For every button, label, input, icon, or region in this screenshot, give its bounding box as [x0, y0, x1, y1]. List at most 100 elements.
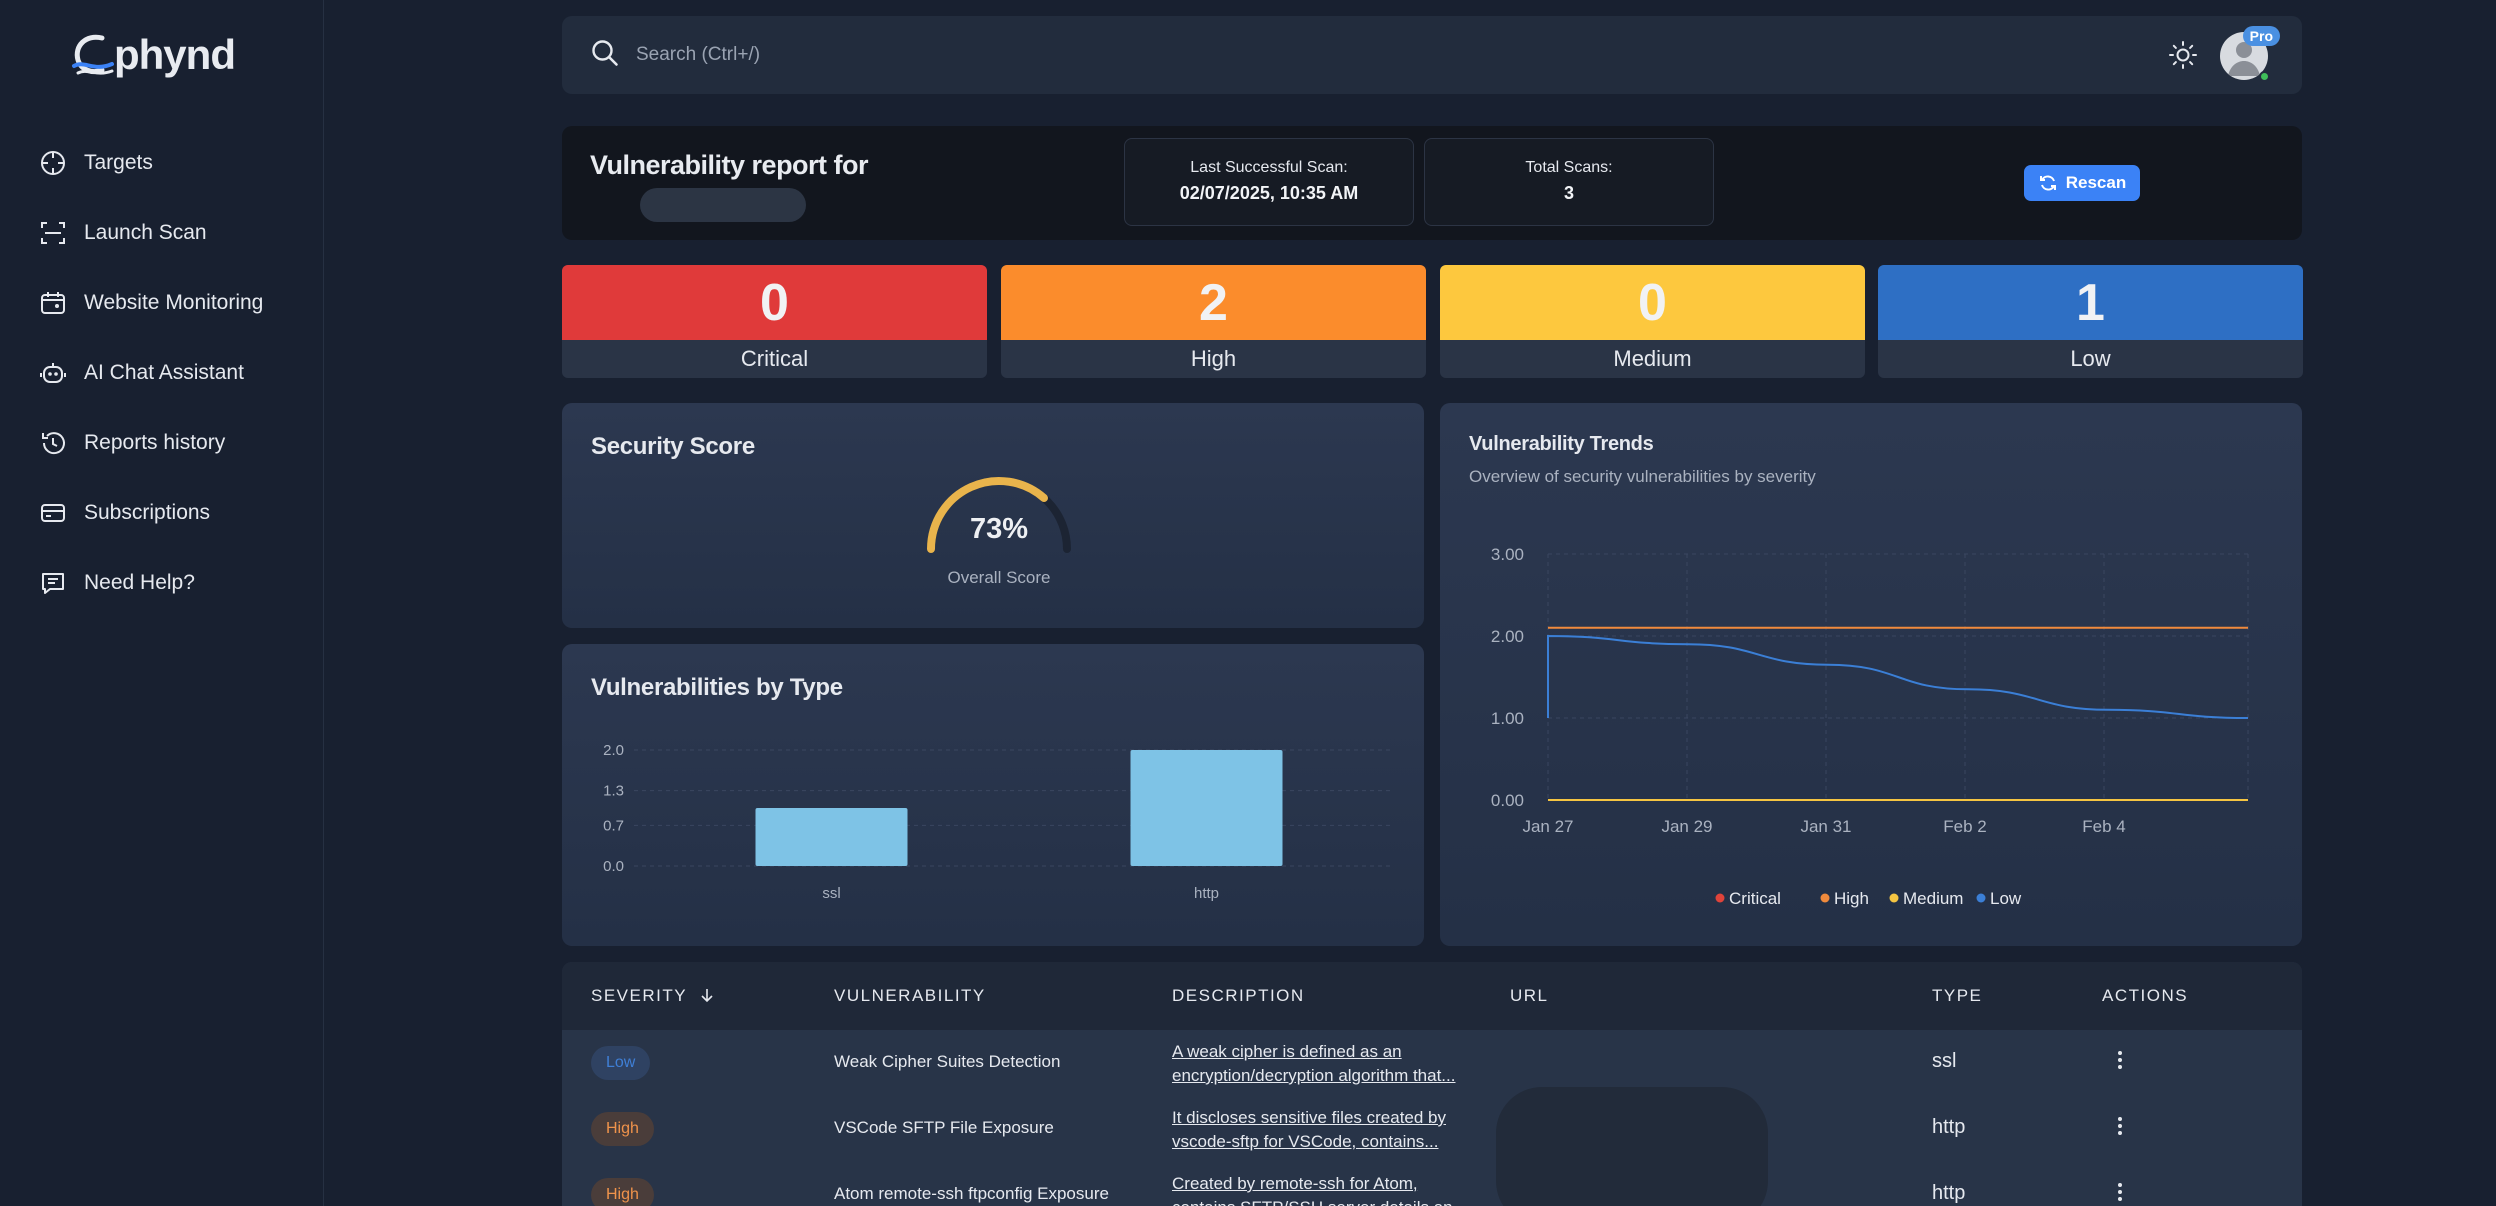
severity-card-top: 1 — [1878, 265, 2303, 340]
sidebar-nav: Targets Launch Scan Website Monitoring A… — [38, 128, 308, 618]
help-chat-icon — [38, 568, 68, 598]
sidebar-item-label: AI Chat Assistant — [84, 361, 244, 384]
logo-mark-icon — [72, 34, 114, 75]
logo-text: phynd — [114, 31, 236, 78]
security-score-title: Security Score — [591, 433, 755, 460]
sidebar-item-ai-chat-assistant[interactable]: AI Chat Assistant — [38, 338, 308, 408]
rescan-button[interactable]: Rescan — [2024, 165, 2140, 201]
crosshair-icon — [38, 148, 68, 178]
sidebar-item-launch-scan[interactable]: Launch Scan — [38, 198, 308, 268]
sidebar-item-subscriptions[interactable]: Subscriptions — [38, 478, 308, 548]
bar-x-tick-label: ssl — [822, 885, 840, 902]
vulnerability-trends-chart: 0.00 1.00 2.00 3.00 Jan 27 Jan 29 Jan 31 Feb 2 F… — [1491, 545, 2249, 908]
last-scan-box: Last Successful Scan: 02/07/2025, 10:35 … — [1124, 138, 1414, 226]
more-actions-icon[interactable] — [2108, 1180, 2132, 1204]
vulnerability-trends-panel: Vulnerability Trends Overview of securit… — [1440, 403, 2302, 946]
vulnerability-type: ssl — [1932, 1050, 1957, 1072]
description-link[interactable]: It discloses sensitive files created by … — [1172, 1108, 1447, 1151]
bar-y-tick-label: 0.7 — [603, 817, 624, 834]
more-actions-icon[interactable] — [2108, 1114, 2132, 1138]
sort-arrow-down-icon — [701, 989, 713, 1003]
total-scans-value: 3 — [1563, 183, 1574, 203]
security-score-gauge: 73% Overall Score — [914, 475, 1084, 595]
severity-label: Critical — [740, 346, 809, 371]
trend-y-tick-label: 2.00 — [1491, 627, 1524, 646]
sidebar-item-label: Launch Scan — [84, 221, 207, 244]
trend-line-low — [1547, 634, 2249, 719]
sidebar-item-need-help[interactable]: Need Help? — [38, 548, 308, 618]
logo[interactable]: phynd — [68, 30, 236, 80]
vulns-by-type-title: Vulnerabilities by Type — [591, 674, 843, 701]
description-link[interactable]: Created by remote-ssh for Atom, contains… — [1172, 1174, 1467, 1206]
online-status-dot — [2259, 71, 2270, 82]
severity-count: 2 — [1199, 273, 1228, 332]
search-input[interactable] — [636, 44, 1836, 66]
sidebar-item-label: Targets — [84, 151, 153, 174]
trend-y-tick-label: 0.00 — [1491, 791, 1524, 810]
vulns-by-type-panel: Vulnerabilities by Type 0.0 0.7 1.3 2.0 ssl h… — [562, 644, 1424, 946]
severity-card-low[interactable]: 1 Low — [1878, 265, 2303, 378]
last-scan-value: 02/07/2025, 10:35 AM — [1179, 183, 1359, 203]
card-icon — [38, 498, 68, 528]
th-severity[interactable]: SEVERITY — [591, 986, 715, 1006]
severity-label: Medium — [1613, 346, 1692, 371]
table-row[interactable]: High VSCode SFTP File Exposure It disclo… — [562, 1096, 2302, 1162]
severity-card-top: 0 — [562, 265, 987, 340]
trend-x-tick-label: Jan 29 — [1661, 817, 1712, 836]
user-avatar-menu[interactable]: Pro — [2218, 26, 2280, 82]
vulnerabilities-table: SEVERITY VULNERABILITY DESCRIPTION URL T… — [562, 962, 2302, 1206]
severity-card-top: 0 — [1440, 265, 1865, 340]
legend-label-high: High — [1834, 889, 1869, 908]
th-url[interactable]: URL — [1510, 986, 1549, 1005]
redacted-target — [640, 188, 806, 222]
more-actions-icon[interactable] — [2108, 1048, 2132, 1072]
bar-y-tick-label: 0.0 — [603, 858, 624, 875]
description-link[interactable]: A weak cipher is defined as an encryptio… — [1172, 1042, 1456, 1085]
topbar: Pro — [562, 16, 2302, 94]
legend-label-low: Low — [1990, 889, 2022, 908]
severity-card-high[interactable]: 2 High — [1001, 265, 1426, 378]
severity-badge: High — [591, 1178, 654, 1206]
legend-swatch-low — [1976, 893, 1986, 903]
search-icon[interactable] — [590, 38, 620, 73]
legend-swatch-medium — [1889, 893, 1899, 903]
vulnerability-type: http — [1932, 1116, 1966, 1138]
bar-x-tick-label: http — [1194, 885, 1219, 902]
legend-swatch-high — [1820, 893, 1830, 903]
th-actions: ACTIONS — [2102, 986, 2189, 1005]
severity-count: 1 — [2076, 273, 2105, 332]
security-score-value: 73% — [969, 513, 1029, 545]
trend-x-tick-label: Jan 27 — [1522, 817, 1573, 836]
sidebar-item-targets[interactable]: Targets — [38, 128, 308, 198]
trend-x-tick-label: Feb 4 — [2082, 817, 2125, 836]
table-row[interactable]: High Atom remote-ssh ftpconfig Exposure … — [562, 1162, 2302, 1206]
bar-http — [1130, 750, 1283, 866]
th-severity-label: SEVERITY — [591, 986, 687, 1005]
severity-card-medium[interactable]: 0 Medium — [1440, 265, 1865, 378]
trend-y-tick-label: 3.00 — [1491, 545, 1524, 564]
sun-icon[interactable] — [2166, 38, 2200, 72]
sidebar-item-label: Website Monitoring — [84, 291, 264, 314]
calendar-monitor-icon — [38, 288, 68, 318]
vulnerability-name: Atom remote-ssh ftpconfig Exposure — [834, 1184, 1109, 1203]
vulnerability-name: VSCode SFTP File Exposure — [834, 1118, 1054, 1137]
severity-count: 0 — [760, 273, 789, 332]
table-row[interactable]: Low Weak Cipher Suites Detection A weak … — [562, 1030, 2302, 1096]
legend-label-medium: Medium — [1903, 889, 1963, 908]
sidebar-item-reports-history[interactable]: Reports history — [38, 408, 308, 478]
th-description[interactable]: DESCRIPTION — [1172, 986, 1305, 1005]
gauge-fill — [927, 477, 1048, 553]
last-scan-label: Last Successful Scan: — [1190, 159, 1348, 176]
sidebar: phynd Targets Launch Scan Website Monito… — [0, 0, 324, 1206]
trend-x-tick-label: Jan 31 — [1800, 817, 1851, 836]
th-vulnerability[interactable]: VULNERABILITY — [834, 986, 986, 1005]
history-icon — [38, 428, 68, 458]
sidebar-item-website-monitoring[interactable]: Website Monitoring — [38, 268, 308, 338]
th-type[interactable]: TYPE — [1932, 986, 1983, 1005]
vulnerability-type: http — [1932, 1182, 1966, 1204]
trends-subtitle: Overview of security vulnerabilities by … — [1469, 467, 1816, 486]
severity-card-critical[interactable]: 0 Critical — [562, 265, 987, 378]
trend-x-tick-label: Feb 2 — [1943, 817, 1986, 836]
bar-ssl — [755, 808, 908, 866]
security-score-panel: Security Score 73% Overall Score — [562, 403, 1424, 628]
